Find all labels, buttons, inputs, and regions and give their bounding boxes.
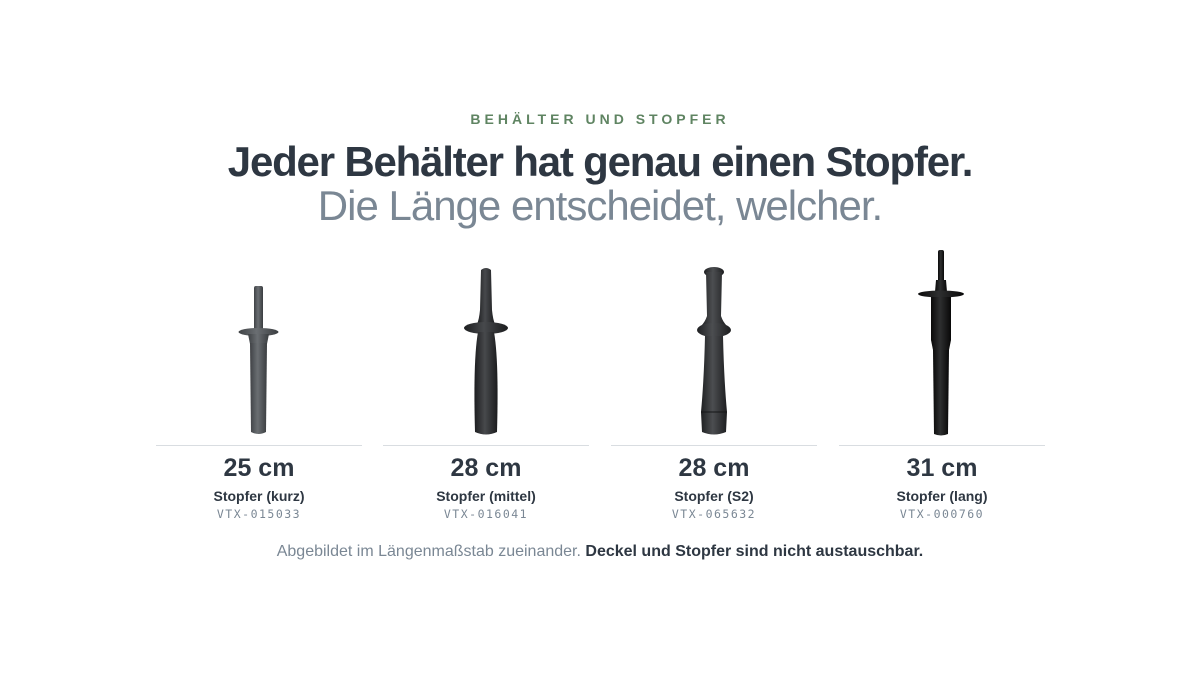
footnote: Abgebildet im Längenmaßstab zueinander. … (0, 542, 1200, 562)
divider (156, 445, 362, 446)
page-subtitle: Die Länge entscheidet, welcher. (317, 182, 883, 229)
footnote-plain: Abgebildet im Längenmaßstab zueinander. (276, 543, 581, 560)
product-sku: VTX-000760 (899, 507, 985, 521)
product-length: 28 cm (450, 454, 522, 482)
short-tamper-icon (156, 240, 362, 440)
product-length: 25 cm (223, 454, 295, 482)
footnote-bold: Deckel und Stopfer sind nicht austauschb… (585, 543, 924, 560)
s2-tamper-icon (611, 240, 817, 440)
divider (611, 445, 817, 446)
product-sku: VTX-015033 (216, 507, 302, 521)
product-card-lang: 31 cm Stopfer (lang) VTX-000760 (839, 240, 1045, 530)
product-name: Stopfer (lang) (896, 488, 988, 504)
divider (839, 445, 1045, 446)
long-tamper-icon (839, 240, 1045, 440)
product-card-kurz: 25 cm Stopfer (kurz) VTX-015033 (156, 240, 362, 530)
product-name: Stopfer (kurz) (213, 488, 305, 504)
divider (383, 445, 589, 446)
product-sku: VTX-016041 (443, 507, 529, 521)
product-length: 28 cm (678, 454, 750, 482)
product-name: Stopfer (S2) (674, 488, 754, 504)
section-eyebrow: BEHÄLTER UND STOPFER (470, 111, 730, 127)
page-title: Jeder Behälter hat genau einen Stopfer. (227, 138, 974, 185)
product-card-s2: 28 cm Stopfer (S2) VTX-065632 (611, 240, 817, 530)
medium-tamper-icon (383, 240, 589, 440)
product-name: Stopfer (mittel) (436, 488, 536, 504)
product-card-mittel: 28 cm Stopfer (mittel) VTX-016041 (383, 240, 589, 530)
product-length: 31 cm (906, 454, 978, 482)
product-sku: VTX-065632 (671, 507, 757, 521)
